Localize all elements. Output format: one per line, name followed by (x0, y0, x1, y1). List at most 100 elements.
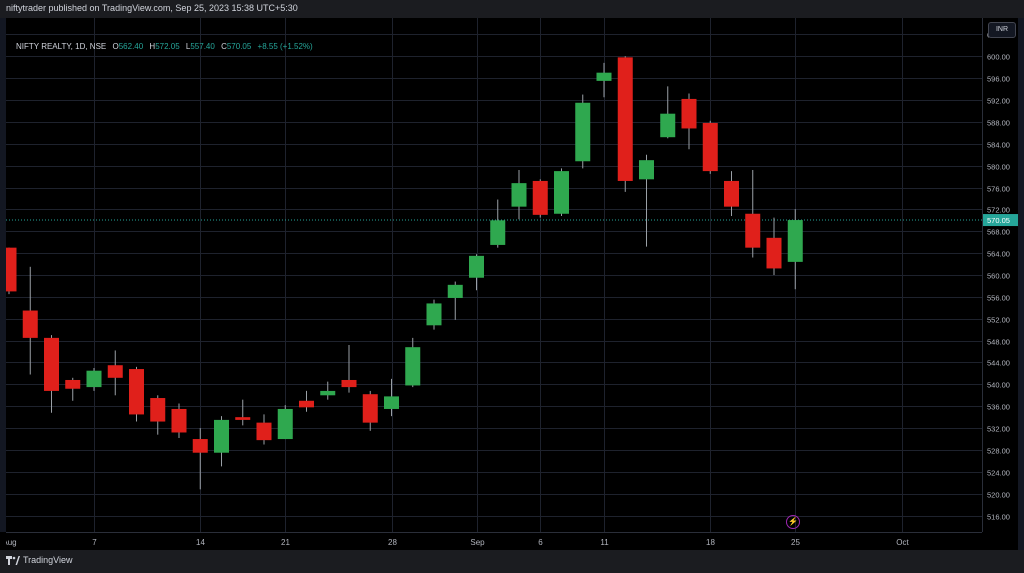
candle-body (575, 102, 591, 162)
price-tick-label: 588.00 (987, 119, 1010, 128)
price-tick-label: 532.00 (987, 425, 1010, 434)
candle-body (405, 347, 421, 386)
price-tick-label: 572.00 (987, 206, 1010, 215)
candle (22, 266, 38, 375)
candle-body (511, 183, 527, 207)
candle (639, 154, 654, 247)
price-tick-label: 548.00 (987, 338, 1010, 347)
candle-body (341, 379, 357, 388)
candle-body (724, 180, 739, 207)
candle (384, 378, 399, 417)
candle (341, 344, 357, 393)
candle-body (447, 284, 463, 298)
high-value: 572.05 (155, 42, 180, 51)
candle (256, 414, 272, 445)
price-tick-label: 544.00 (987, 359, 1010, 368)
time-tick-label: 14 (196, 538, 205, 547)
candle (299, 390, 314, 412)
price-tick-label: 584.00 (987, 141, 1010, 150)
candlestick-chart[interactable] (6, 18, 982, 532)
open-value: 562.40 (118, 42, 144, 51)
candle (44, 335, 59, 413)
time-tick-label: Sep (470, 538, 485, 547)
price-tick-label: 556.00 (987, 294, 1010, 303)
candle (6, 247, 17, 295)
price-tick-label: 540.00 (987, 381, 1010, 390)
tradingview-icon (6, 556, 20, 566)
time-tick-label: Aug (6, 538, 17, 547)
candle (490, 199, 506, 248)
candle (787, 209, 803, 290)
candle-body (660, 113, 676, 138)
candle (405, 337, 421, 388)
published-info: niftytrader published on TradingView.com… (6, 3, 298, 13)
last-price-badge (983, 214, 1019, 227)
price-tick-label: 536.00 (987, 403, 1010, 412)
candle-body (192, 439, 208, 453)
candle (86, 367, 102, 391)
time-tick-label: 18 (706, 538, 715, 547)
candle-body (44, 337, 59, 391)
time-axis-labels: Aug 7 14 21 28 Sep 6 11 18 25 Oct (6, 538, 909, 547)
candle (532, 179, 548, 218)
candle-body (702, 122, 718, 172)
candle-body (766, 237, 782, 269)
symbol-legend: NIFTY REALTY, 1D, NSE O562.40 H572.05 L5… (16, 42, 313, 51)
price-tick-label: 516.00 (987, 513, 1010, 522)
candle (235, 399, 251, 426)
candle (426, 299, 442, 330)
price-axis[interactable]: 604.00600.00596.00592.00588.00584.00580.… (982, 18, 1019, 532)
candle-body (171, 408, 187, 433)
close-label: C (221, 42, 227, 51)
time-tick-label: 25 (791, 538, 800, 547)
candle-body (277, 408, 293, 440)
footer-bar: TradingView (0, 550, 1024, 573)
candle-body (787, 220, 803, 262)
high-label: H (149, 42, 156, 51)
time-tick-label: 11 (600, 538, 609, 547)
candle (362, 390, 378, 431)
candle (150, 395, 166, 435)
candle-body (745, 213, 761, 248)
price-tick-label: 528.00 (987, 447, 1010, 456)
tradingview-logo[interactable]: TradingView (6, 555, 73, 566)
last-price-label: 570.05 (987, 216, 1010, 225)
candle-body (362, 394, 378, 423)
low-value: 557.40 (190, 42, 215, 51)
candle-body (384, 396, 399, 409)
close-value: 570.05 (226, 42, 252, 51)
price-tick-label: 524.00 (987, 469, 1010, 478)
publish-bar: niftytrader published on TradingView.com… (0, 0, 1024, 18)
candle (554, 168, 569, 216)
candle (617, 56, 633, 192)
change-value: +8.55 (+1.52%) (257, 42, 313, 51)
candle-body (532, 180, 548, 215)
tradingview-brand: TradingView (23, 555, 73, 565)
candle (171, 403, 187, 438)
candle-body (6, 247, 17, 292)
candle-body (65, 379, 81, 389)
candle-body (150, 398, 166, 422)
time-tick-label: 7 (92, 538, 97, 547)
low-label: L (185, 42, 191, 51)
price-tick-label: 576.00 (987, 185, 1010, 194)
candles (6, 56, 803, 490)
lightning-icon[interactable]: ⚡ (786, 515, 800, 529)
candle-body (214, 419, 229, 453)
chart-pane[interactable]: NIFTY REALTY, 1D, NSE O562.40 H572.05 L5… (6, 18, 982, 532)
time-tick-label: 21 (281, 538, 290, 547)
currency-button[interactable]: INR (988, 22, 1016, 38)
candle-body (490, 220, 506, 245)
price-tick-label: 552.00 (987, 316, 1010, 325)
candle (660, 86, 676, 139)
candle-body (639, 160, 654, 180)
candle-body (129, 369, 144, 415)
candle (596, 62, 612, 98)
price-tick-label: 520.00 (987, 491, 1010, 500)
candle (214, 416, 229, 467)
candle (320, 381, 336, 400)
candle (65, 377, 81, 401)
time-axis[interactable]: Aug 7 14 21 28 Sep 6 11 18 25 Oct (6, 532, 982, 551)
price-tick-label: 592.00 (987, 97, 1010, 106)
candle-body (617, 57, 633, 181)
